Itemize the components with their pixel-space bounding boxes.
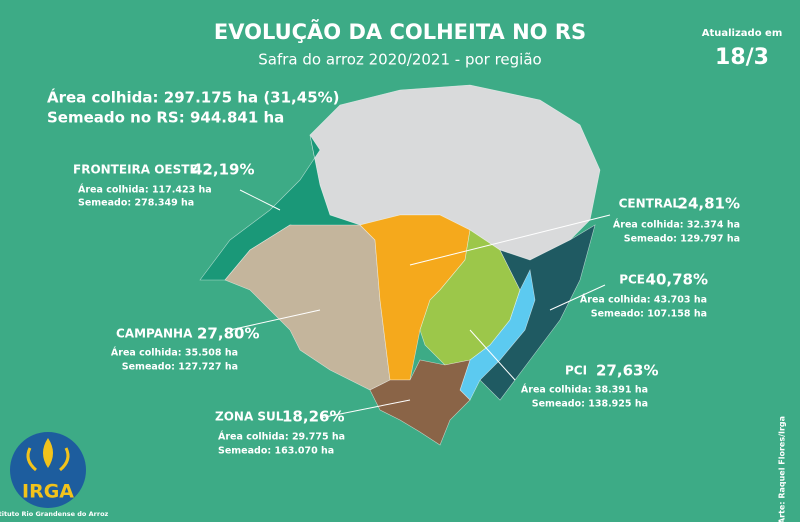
region-label: CENTRAL 24,81% Área colhida: 32.374 ha S… [613,195,740,245]
zona-sul-region [369,359,471,446]
region-percent: 27,63% [596,362,658,380]
logo-name: IRGA [22,481,74,503]
region-harvested: Área colhida: 32.374 ha [613,219,740,231]
region-percent: 18,26% [282,408,344,426]
region-sown: Semeado: 107.158 ha [591,309,707,320]
region-label: FRONTEIRA OESTE 42,19% Área colhida: 117… [73,161,254,209]
summary-sown: Semeado no RS: 944.841 ha [47,109,284,127]
title: EVOLUÇÃO DA COLHEITA NO RS [214,19,586,44]
subtitle: Safra do arroz 2020/2021 - por região [258,51,541,69]
region-sown: Semeado: 129.797 ha [624,234,740,245]
region-percent: 42,19% [192,161,254,179]
region-name: CENTRAL [619,197,681,211]
region-sown: Semeado: 127.727 ha [122,362,238,373]
region-name: FRONTEIRA OESTE [73,163,198,177]
map [199,84,601,446]
region-percent: 27,80% [197,325,259,343]
region-harvested: Área colhida: 117.423 ha [78,184,212,196]
lagoon [459,269,536,401]
region-sown: Semeado: 278.349 ha [78,198,194,209]
region-name: PCI [565,364,587,378]
leader-lines [229,189,611,419]
region-harvested: Área colhida: 35.508 ha [111,347,238,359]
updated-date: 18/3 [715,45,769,70]
credit: Arte: Raquel Flores/Irga [778,416,787,522]
summary-harvested: Área colhida: 297.175 ha (31,45%) [47,88,340,107]
region-label: PCI 27,63% Área colhida: 38.391 ha Semea… [521,362,659,410]
region-harvested: Área colhida: 43.703 ha [580,294,707,306]
updated-label: Atualizado em [702,28,783,39]
logo: IRGA Instituto Rio Grandense do Arroz [0,432,109,518]
region-harvested: Área colhida: 38.391 ha [521,384,648,396]
region-label: ZONA SUL 18,26% Área colhida: 29.775 ha … [215,408,345,457]
region-label: PCE 40,78% Área colhida: 43.703 ha Semea… [580,271,708,320]
region-sown: Semeado: 138.925 ha [532,399,648,410]
logo-grain [43,438,53,468]
region-sown: Semeado: 163.070 ha [218,446,334,457]
region-label: CAMPANHA 27,80% Área colhida: 35.508 ha … [111,325,260,373]
region-name: PCE [619,273,645,287]
region-percent: 24,81% [678,195,740,213]
region-name: CAMPANHA [116,327,193,341]
logo-full-name: Instituto Rio Grandense do Arroz [0,510,109,518]
region-percent: 40,78% [646,271,708,289]
region-harvested: Área colhida: 29.775 ha [218,431,345,443]
region-name: ZONA SUL [215,410,284,424]
